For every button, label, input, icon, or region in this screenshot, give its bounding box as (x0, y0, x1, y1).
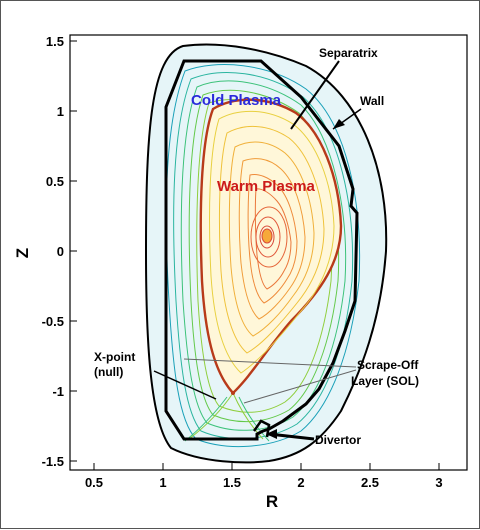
divertor-label: Divertor (315, 433, 361, 447)
sol-label: Scrape-Off (357, 358, 419, 372)
divertor-plate (252, 419, 271, 438)
flux-surface (218, 125, 325, 354)
y-axis-title: Z (13, 248, 32, 258)
magnetic-axis (261, 228, 273, 244)
x-point-label-null: (null) (94, 365, 123, 379)
warm-plasma-label: Warm Plasma (217, 178, 315, 195)
divertor-leg (188, 392, 234, 440)
flux-surface (250, 206, 288, 268)
flux-surface (238, 158, 306, 320)
x-point-pointer (153, 370, 217, 400)
sol-label-line2: Layer (SOL) (351, 374, 419, 388)
axis-ticks (70, 40, 440, 470)
x-tick-label: 0.5 (85, 475, 103, 490)
flux-surface (247, 174, 298, 304)
wall-arrowhead (333, 119, 345, 129)
wall-label: Wall (360, 94, 384, 108)
x-tick-label: 2 (297, 475, 304, 490)
x-tick-label: 2.5 (361, 475, 379, 490)
sol-pointer (183, 358, 357, 368)
flux-surface (209, 110, 335, 374)
x-tick-label: 1.5 (223, 475, 241, 490)
y-tick-label: -1 (52, 384, 64, 399)
y-tick-label: -1.5 (42, 454, 64, 469)
x-tick-label: 1 (159, 475, 166, 490)
divertor-leg (232, 392, 264, 440)
x-point-marker (231, 391, 235, 395)
cold-plasma-label: Cold Plasma (191, 92, 282, 109)
y-tick-label: 0.5 (46, 174, 64, 189)
separatrix-label: Separatrix (319, 46, 378, 60)
y-tick-label: 1.5 (46, 34, 64, 49)
x-axis-title: R (266, 492, 278, 511)
first-wall (164, 59, 359, 441)
y-tick-label: 0 (57, 244, 64, 259)
flux-contour (173, 72, 354, 440)
flux-surface (254, 188, 292, 290)
separatrix-pointer (290, 60, 340, 130)
x-tick-label: 3 (435, 475, 442, 490)
sol-pointer (243, 369, 357, 404)
x-point-label: X-point (94, 350, 135, 364)
closed-flux-surfaces (209, 110, 335, 374)
flux-surface (259, 225, 275, 249)
flux-surface (255, 216, 281, 258)
y-tick-label: -0.5 (42, 314, 64, 329)
divertor-arrowhead (266, 429, 277, 439)
flux-surface (228, 141, 315, 337)
divertor-leg (238, 396, 270, 442)
y-tick-label: 1 (57, 104, 64, 119)
